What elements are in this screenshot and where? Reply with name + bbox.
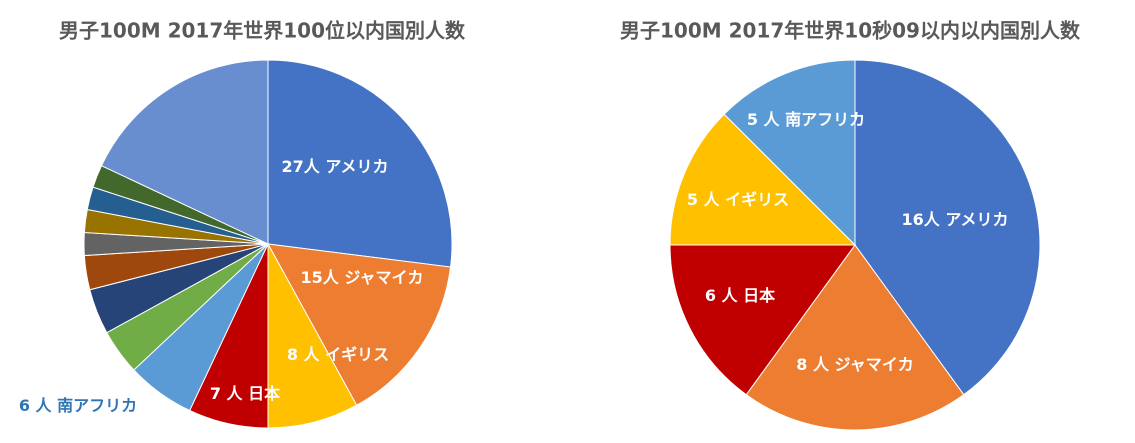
- chart-title: 男子100M 2017年世界100位以内国別人数: [59, 19, 466, 43]
- pie-slice: [267, 243, 358, 429]
- value-label: 15人: [300, 268, 339, 287]
- pie-slice: [267, 59, 453, 268]
- value-label: 16人: [901, 210, 940, 229]
- data-label: 8 人 ジャマイカ: [796, 355, 914, 374]
- pie-slice: [723, 59, 856, 247]
- category-label: ジャマイカ: [835, 355, 914, 374]
- value-label: 5 人: [687, 190, 721, 209]
- category-label: イギリス: [725, 190, 789, 209]
- pie-slice: [854, 59, 1041, 396]
- data-label: 6 人 日本: [705, 286, 775, 305]
- pie-slice: [669, 244, 856, 396]
- category-label: 日本: [743, 286, 775, 305]
- data-label: 16人 アメリカ: [901, 210, 1008, 229]
- data-label: 7 人 日本: [210, 384, 280, 403]
- value-label: 27人: [281, 157, 320, 176]
- category-label: ジャマイカ: [344, 268, 423, 287]
- data-label: 5 人 南アフリカ: [747, 110, 865, 129]
- value-label: 6 人: [705, 286, 739, 305]
- pie-slice: [669, 113, 857, 246]
- data-label: 8 人 イギリス: [287, 345, 389, 364]
- pie-slice: [267, 243, 452, 406]
- category-label: 日本: [248, 384, 280, 403]
- category-label: 南アフリカ: [57, 396, 137, 415]
- category-label: アメリカ: [945, 210, 1008, 229]
- chart-title: 男子100M 2017年世界10秒09以内以内国別人数: [620, 19, 1081, 43]
- pie-slice: [100, 59, 269, 245]
- value-label: 6 人: [19, 396, 53, 415]
- value-label: 8 人: [796, 355, 830, 374]
- category-label: イギリス: [325, 345, 389, 364]
- category-label: 南アフリカ: [785, 110, 865, 129]
- pie-slice: [745, 244, 965, 431]
- category-label: アメリカ: [325, 157, 388, 176]
- data-label: 5 人 イギリス: [687, 190, 789, 209]
- value-label: 8 人: [287, 345, 321, 364]
- data-label: 15人 ジャマイカ: [300, 268, 423, 287]
- value-label: 5 人: [747, 110, 781, 129]
- data-label: 27人 アメリカ: [281, 157, 388, 176]
- value-label: 7 人: [210, 384, 244, 403]
- data-label: 6 人 南アフリカ: [19, 396, 137, 415]
